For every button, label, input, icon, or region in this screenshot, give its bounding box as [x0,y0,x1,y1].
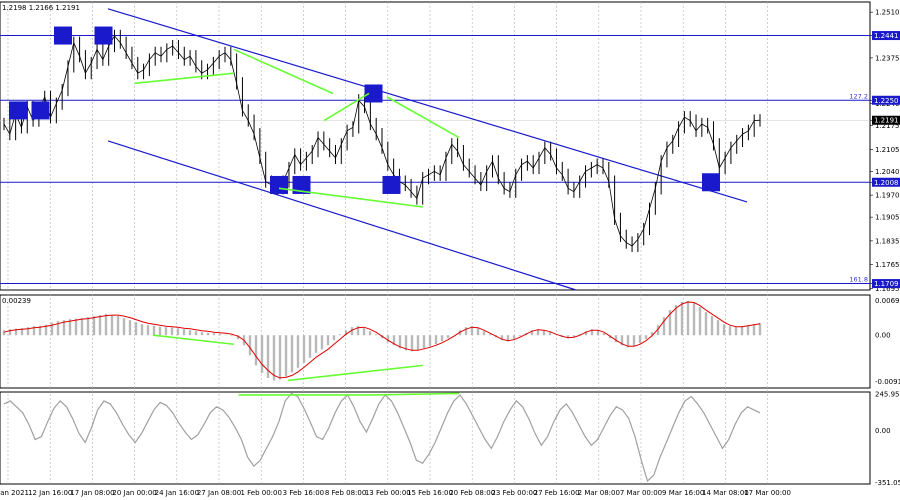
macd-signal-line [3,301,761,379]
divergence-line [233,48,334,95]
x-tick-label: 14 Mar 08:00 [702,489,749,497]
y-tick-label: 1.2510 [875,9,900,17]
x-tick-label: 27 Jan 08:00 [197,489,241,497]
fib-level-label: 161.8 [849,276,868,284]
signal-marker [702,173,720,192]
level-price-label: 1.2250 [874,97,899,105]
y-tick-label: 1.2175 [875,122,900,130]
divergence-line [386,96,460,139]
cci-y-tick-label: 245.9564 [875,391,900,399]
x-tick-label: 27 Feb 16:00 [534,489,580,497]
level-price-label: 1.1709 [874,280,899,288]
level-price-tag [872,279,900,289]
macd-divergence-line [152,334,235,346]
x-tick-label: 9 Mar 16:00 [662,489,704,497]
x-tick-label: 7 Mar 00:00 [620,489,662,497]
level-price-label: 1.2008 [874,179,899,187]
price-layer: 127.2 161.8 [0,8,870,291]
macd-layer [2,301,762,382]
level-price-tag [872,31,900,41]
y-tick-label: 1.1835 [875,237,900,245]
macd-divergence-line [287,364,424,382]
macd-header-text: 0.00239 [2,297,31,305]
signal-marker [292,175,311,194]
signal-marker [54,26,72,45]
x-tick-label: 17 Jan 08:00 [70,489,114,497]
x-tick-label: 20 Jan 00:00 [112,489,156,497]
channel-upper-line [107,8,748,203]
signal-marker [9,101,27,120]
x-tick-label: 1 Feb 00:00 [240,489,281,497]
macd-y-tick-label: -0.00917 [875,378,900,386]
y-tick-label: 1.1905 [875,214,900,222]
x-tick-label: 12 Jan 16:00 [28,489,72,497]
price-panel-frame [0,1,871,291]
cci-y-tick-label: -351.0589 [875,479,900,487]
macd-y-tick-label: 0.00 [875,332,891,340]
x-tick-label: 3 Feb 16:00 [283,489,324,497]
x-tick-label: 15 Feb 16:00 [407,489,453,497]
x-tick-label: 23 Feb 00:00 [491,489,537,497]
y-tick-label: 1.2040 [875,168,900,176]
y-tick-label: 1.2105 [875,146,900,154]
y-tick-label: 1.1970 [875,192,900,200]
signal-marker [94,26,113,45]
level-price-tag [872,177,900,187]
y-tick-label: 1.1695 [875,285,900,293]
channel-lower-line [107,140,577,291]
signal-marker [382,175,401,194]
divergence-line [323,92,370,122]
x-tick-label: 8 Feb 08:00 [325,489,366,497]
signal-marker [364,84,383,103]
signal-marker [270,175,288,194]
grid-lines [7,2,768,484]
cci-panel-frame [0,391,871,485]
divergence-line [278,187,424,208]
x-tick-label: 20 Feb 08:00 [449,489,495,497]
last-price-label: 1.2191 [874,117,899,125]
x-tick-label: 13 Feb 00:00 [365,489,411,497]
x-tick-label: 24 Jan 16:00 [155,489,199,497]
y-tick-label: 1.1765 [875,261,900,269]
last-price-tag [872,115,900,125]
signal-marker [31,101,50,120]
macd-y-tick-label: 0.00691 [875,297,900,305]
x-tick-label: 2 Mar 08:00 [578,489,620,497]
cci-layer [3,392,761,483]
divergence-line [134,72,235,85]
macd-panel-frame [0,294,871,389]
level-price-label: 1.2441 [874,32,899,40]
cci-line [3,392,761,483]
y-tick-label: 1.2375 [875,54,900,62]
x-tick-label: 11 Jan 2021 [0,489,29,497]
cci-divergence-line [373,392,460,396]
price-line [3,35,761,247]
level-price-tag [872,95,900,105]
price-header-text: 1.2198 1.2166 1.2191 [2,4,80,12]
fib-level-label: 127.2 [849,92,868,100]
x-tick-label: 17 Mar 00:00 [744,489,791,497]
cci-y-tick-label: 0.00 [875,427,891,435]
